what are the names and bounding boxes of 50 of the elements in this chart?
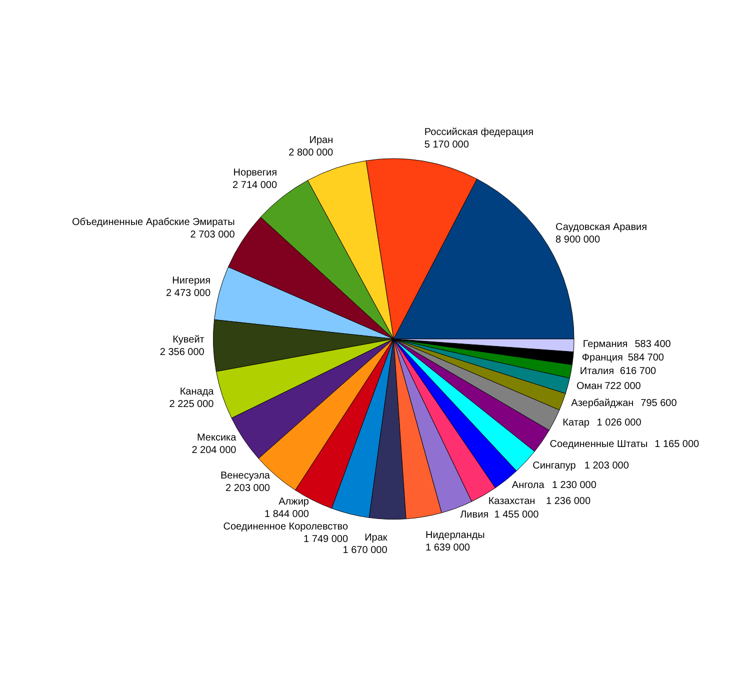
slice-label: Кувейт (172, 334, 205, 346)
data-label: 2 225 000 (169, 399, 214, 410)
data-label: 584 700 (628, 352, 664, 364)
slice-label: Азербайджан (571, 398, 634, 409)
data-label: 2 356 000 (160, 346, 205, 358)
data-label: 2 204 000 (192, 445, 237, 456)
data-label: 8 900 000 (556, 234, 600, 246)
slice-label: Сингапур (532, 460, 576, 472)
data-label: 5 170 000 (424, 140, 470, 151)
slice-label: Ирак (364, 532, 388, 544)
slice-label: Российская федерация (424, 127, 534, 138)
data-label: 583 400 (634, 338, 672, 350)
data-label: 1 749 000 (304, 534, 348, 546)
data-label: 795 600 (640, 398, 678, 409)
data-label: 2 473 000 (166, 288, 211, 299)
data-label: 2 703 000 (190, 229, 236, 240)
data-label: 1 455 000 (494, 509, 540, 520)
slice-label: Мексика (196, 432, 237, 444)
slice-label: Ливия (460, 509, 489, 520)
data-label: 2 714 000 (232, 180, 278, 191)
slice-label: Ангола (512, 480, 545, 491)
slice-label: Италия (580, 366, 614, 378)
slice-label: Саудовская Аравия (556, 222, 648, 234)
slice-label: Норвегия (233, 167, 278, 178)
slice-label: Нидерланды (426, 530, 485, 542)
slice-label: Канада (180, 386, 214, 398)
slice-label: Казахстан (488, 496, 536, 507)
data-label: 1 165 000 (654, 439, 700, 450)
slice-label: Объединенные Арабские Эмираты (72, 216, 235, 228)
slice-label: Франция (582, 352, 623, 364)
slice-label: Соединенные Штаты (550, 439, 648, 450)
slice-label: Германия (582, 338, 628, 350)
data-label: 2 203 000 (225, 483, 270, 494)
slice-label: Нигерия (172, 275, 211, 286)
data-label: 1 203 000 (584, 460, 630, 472)
data-label: 1 844 000 (264, 509, 310, 520)
data-label: 2 800 000 (288, 147, 334, 158)
slice-label: Катар (562, 417, 590, 428)
data-label: 1 230 000 (552, 480, 597, 491)
data-label: 1 639 000 (426, 542, 470, 554)
data-label: 1 236 000 (546, 496, 591, 507)
data-label: 1 670 000 (342, 545, 388, 556)
slice-label: Иран (309, 134, 334, 146)
data-label: 722 000 (604, 381, 642, 392)
data-label: 616 700 (620, 366, 657, 378)
data-label: 1 026 000 (596, 417, 642, 428)
slice-label: Венесуэла (220, 470, 270, 482)
slice-label: Соединенное Королевство (223, 522, 348, 533)
slice-label: Оман (576, 381, 602, 392)
slice-label: Алжир (278, 496, 310, 508)
